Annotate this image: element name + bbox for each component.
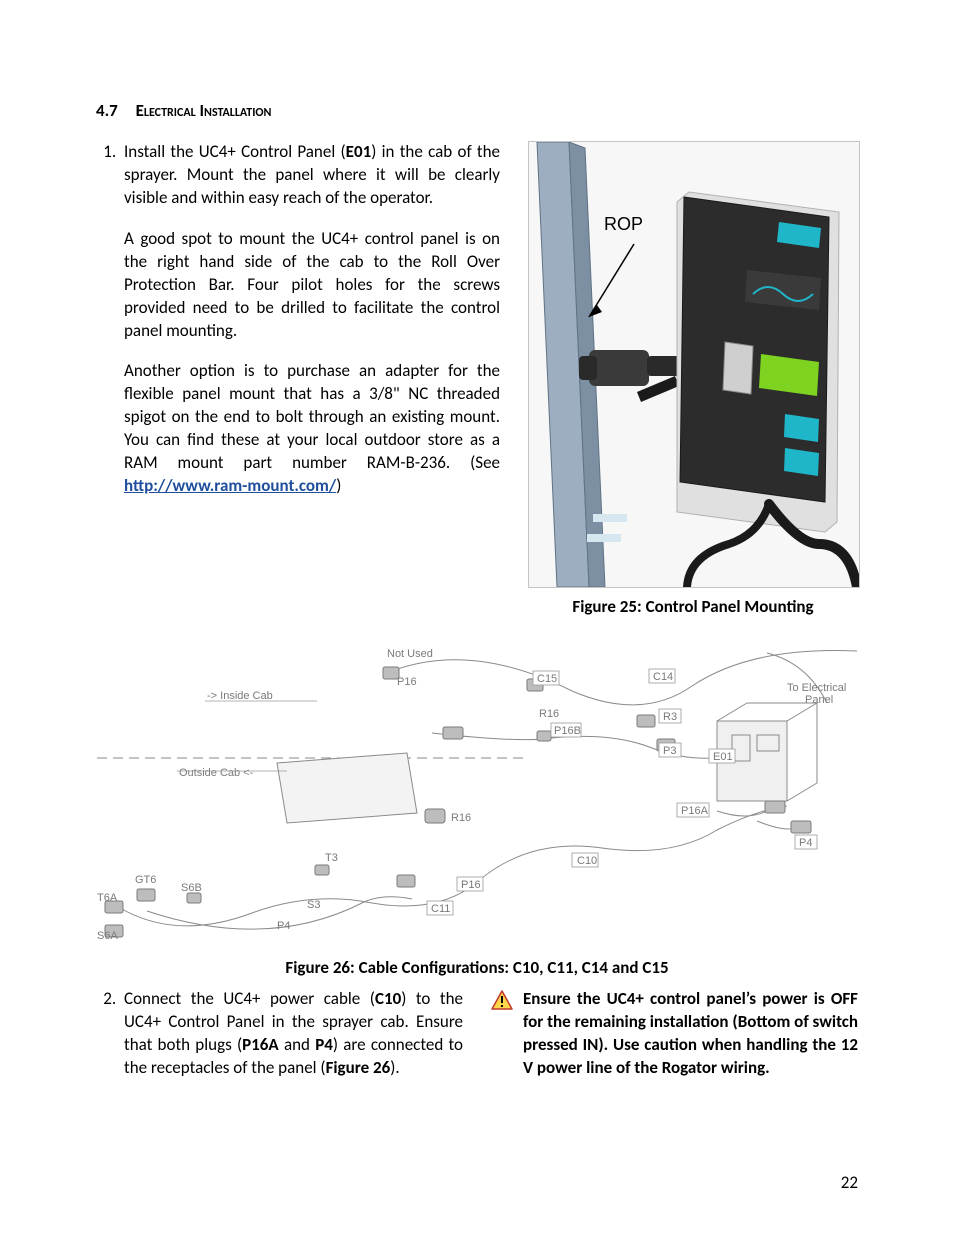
step-2: Connect the UC4+ power cable (C10) to th…: [120, 988, 463, 1080]
step1-column: Install the UC4+ Control Panel (E01) in …: [96, 141, 500, 619]
warning-column: Ensure the UC4+ control panel’s power is…: [491, 988, 858, 1098]
warning-row: Ensure the UC4+ control panel’s power is…: [491, 988, 858, 1080]
lbl-t3: T3: [325, 852, 338, 864]
lbl-c14: C14: [653, 671, 673, 683]
section-number: 4.7: [96, 100, 118, 121]
lbl-p4r: P4: [799, 837, 812, 849]
figure-26: Not Used P16 C15 C14 To Electrical Panel…: [96, 643, 858, 953]
step2-paragraph: Connect the UC4+ power cable (C10) to th…: [124, 988, 463, 1080]
text: and: [279, 1034, 316, 1055]
rop-label: ROP: [604, 212, 643, 236]
ram-mount-link[interactable]: http://www.ram-mount.com/: [124, 475, 336, 496]
lbl-c15: C15: [537, 673, 557, 685]
figure-26-svg: Not Used P16 C15 C14 To Electrical Panel…: [96, 643, 858, 953]
figure-26-caption: Figure 26: Cable Configurations: C10, C1…: [96, 957, 858, 980]
steps-list-2: Connect the UC4+ power cable (C10) to th…: [96, 988, 463, 1080]
ref-c10: C10: [375, 988, 401, 1009]
text: Install the UC4+ Control Panel (: [124, 141, 346, 162]
step1-paragraph-1: Install the UC4+ Control Panel (E01) in …: [124, 141, 500, 210]
warning-icon: [491, 990, 513, 1010]
lbl-c10: C10: [577, 855, 597, 867]
section-heading: 4.7 Electrical Installation: [96, 100, 858, 123]
page: 4.7 Electrical Installation Install the …: [0, 0, 954, 1235]
ref-p16a: P16A: [242, 1034, 279, 1055]
lbl-r3: R3: [663, 711, 677, 723]
step1-paragraph-2: A good spot to mount the UC4+ control pa…: [124, 228, 500, 343]
text: ): [336, 475, 341, 496]
lbl-r16b: R16: [451, 812, 471, 824]
text: Another option is to purchase an adapter…: [124, 360, 500, 473]
lbl-e01: E01: [713, 751, 733, 763]
lbl-t6a: T6A: [97, 892, 118, 904]
text: ).: [390, 1057, 399, 1078]
figure-25-caption: Figure 25: Control Panel Mounting: [528, 596, 858, 619]
lbl-not-used: Not Used: [387, 648, 433, 660]
ref-fig26: Figure 26: [326, 1057, 391, 1078]
lower-two-column: Connect the UC4+ power cable (C10) to th…: [96, 988, 858, 1098]
warning-text: Ensure the UC4+ control panel’s power is…: [523, 988, 858, 1080]
lbl-p16-top: P16: [397, 676, 417, 688]
lbl-s6a: S6A: [97, 930, 118, 942]
lbl-p16b: P16B: [554, 725, 581, 737]
step-1: Install the UC4+ Control Panel (E01) in …: [120, 141, 500, 498]
lbl-to-elec-2: Panel: [805, 694, 833, 706]
steps-list: Install the UC4+ Control Panel (E01) in …: [96, 141, 500, 498]
ref-p4: P4: [315, 1034, 333, 1055]
lbl-p3: P3: [663, 745, 676, 757]
lbl-inside: -> Inside Cab: [207, 690, 273, 702]
lbl-p16-mid: P16: [461, 879, 481, 891]
lbl-to-elec-1: To Electrical: [787, 682, 846, 694]
figure-25: ROP: [528, 141, 860, 588]
top-two-column: Install the UC4+ Control Panel (E01) in …: [96, 141, 858, 619]
figure25-column: ROP Figure 25: Control Panel Mounting: [528, 141, 858, 619]
page-number: 22: [841, 1172, 858, 1195]
lbl-p16a: P16A: [681, 805, 709, 817]
step1-paragraph-3: Another option is to purchase an adapter…: [124, 360, 500, 498]
text: Connect the UC4+ power cable (: [124, 988, 375, 1009]
ref-e01: E01: [346, 141, 372, 162]
lbl-c11: C11: [431, 903, 450, 915]
lbl-s6b: S6B: [181, 882, 202, 894]
lbl-gt6: GT6: [135, 874, 156, 886]
lbl-r16a: R16: [539, 708, 559, 720]
section-title: Electrical Installation: [136, 100, 272, 121]
lbl-outside: Outside Cab <-: [179, 767, 254, 779]
step2-column: Connect the UC4+ power cable (C10) to th…: [96, 988, 463, 1098]
lbl-p4l: P4: [277, 920, 290, 932]
lbl-s3: S3: [307, 899, 320, 911]
figure-25-svg: [529, 142, 859, 587]
